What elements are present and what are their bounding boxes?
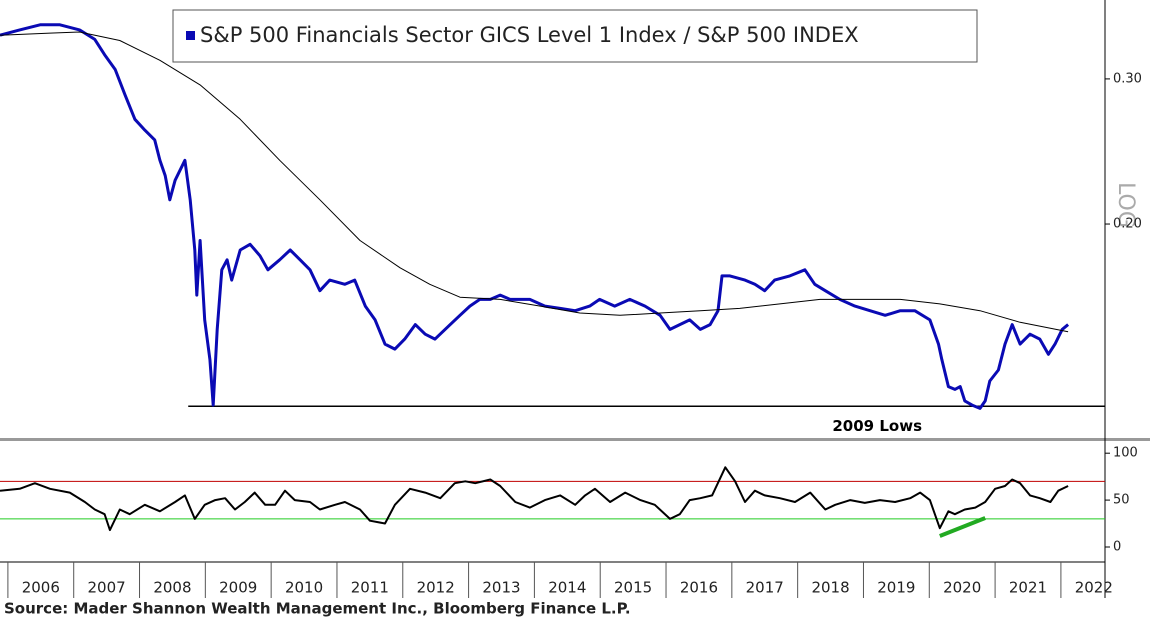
x-tick-label: 2019: [877, 579, 915, 597]
trend-line: [939, 516, 986, 538]
x-tick-label: 2020: [943, 579, 981, 597]
x-tick-label: 2016: [680, 579, 718, 597]
x-tick-label: 2012: [417, 579, 455, 597]
legend-box: [172, 9, 978, 63]
x-tick-label: 2011: [351, 579, 389, 597]
x-tick-label: 2008: [153, 579, 191, 597]
series-line: [0, 31, 1069, 333]
y-tick-label: 100: [1113, 446, 1138, 461]
scale-label: LOG: [1113, 182, 1138, 228]
y-tick-label: 0.20: [1113, 217, 1142, 232]
x-tick-label: 2015: [614, 579, 652, 597]
series-line: [0, 466, 1069, 532]
x-tick-label: 2006: [22, 579, 60, 597]
x-tick-label: 2009: [219, 579, 257, 597]
x-tick-label: 2014: [548, 579, 586, 597]
x-tick-label: 2010: [285, 579, 323, 597]
y-tick-label: 0.30: [1113, 71, 1142, 86]
x-tick-label: 2021: [1009, 579, 1047, 597]
source: Source: Mader Shannon Wealth Management …: [4, 600, 631, 618]
x-tick-label: 2013: [482, 579, 520, 597]
x-tick-label: 2017: [746, 579, 784, 597]
x-tick-label: 2007: [88, 579, 126, 597]
y-tick-label: 50: [1113, 493, 1130, 508]
legend-label: S&P 500 Financials Sector GICS Level 1 I…: [200, 23, 859, 47]
x-tick-label: 2018: [811, 579, 849, 597]
y-tick-label: 0: [1113, 539, 1121, 554]
legend-swatch: [186, 31, 195, 40]
annotation: 2009 Lows: [832, 417, 922, 435]
panel-separator: [0, 438, 1150, 441]
series-line: [0, 23, 1070, 410]
x-tick-label: 2022: [1075, 579, 1113, 597]
